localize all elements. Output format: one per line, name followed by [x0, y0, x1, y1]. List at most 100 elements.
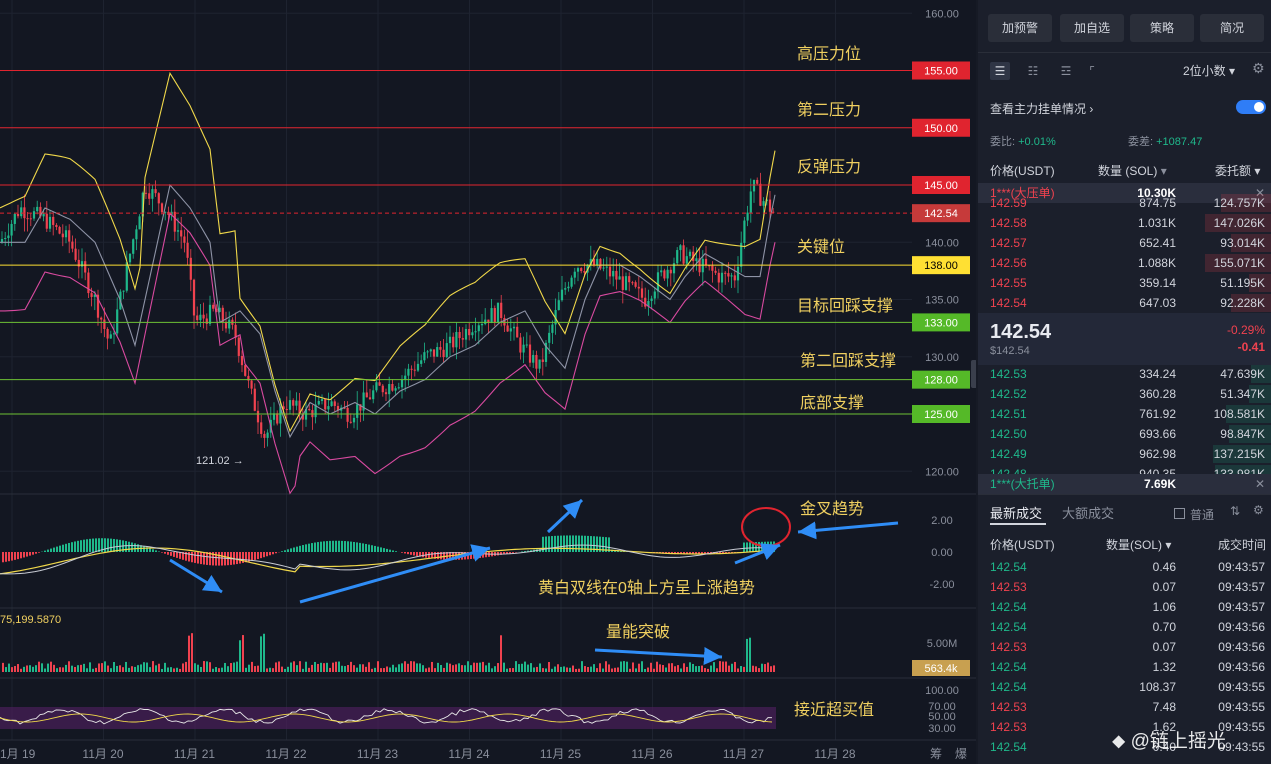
macd-bar [716, 552, 718, 554]
tab-large-trades[interactable]: 大额成交 [1062, 506, 1115, 521]
volume-bar [104, 661, 106, 672]
macd-bar [413, 552, 415, 556]
diamond-logo-icon: ⬥ [1112, 731, 1126, 752]
price: 142.54 [990, 680, 1027, 694]
settings-icon[interactable]: ⚙ [1253, 503, 1264, 517]
trade-row[interactable]: 142.53 7.48 09:43:55 [978, 697, 1271, 717]
layout-bids-icon[interactable]: ☷ [1027, 64, 1039, 78]
tab-latest-trades[interactable]: 最新成交 [990, 506, 1043, 521]
candle-body [154, 189, 157, 194]
macd-bar [383, 548, 385, 552]
price: 142.59 [990, 196, 1027, 210]
candle-body [288, 400, 292, 410]
macd-bar [269, 552, 271, 556]
macd-bar [569, 535, 571, 552]
bid-row[interactable]: 142.52 360.28 51.347K [978, 384, 1271, 404]
macd-bar [395, 551, 397, 552]
add-watchlist-button[interactable]: 加自选 [1060, 14, 1124, 42]
macd-bar [164, 552, 166, 554]
macd-bar [56, 546, 58, 552]
trade-row[interactable]: 142.54 0.46 09:43:57 [978, 557, 1271, 577]
normal-checkbox[interactable] [1174, 508, 1185, 519]
strategy-button[interactable]: 策略 [1130, 14, 1194, 42]
macd-bar [602, 536, 604, 552]
candle-body [205, 318, 208, 324]
main-orders-toggle[interactable] [1236, 100, 1266, 114]
volume-bar [425, 668, 427, 672]
candle-body [336, 405, 340, 411]
ask-row[interactable]: 142.57 652.41 93.014K [978, 233, 1271, 253]
candle-body [407, 368, 410, 376]
macd-bar [686, 552, 688, 555]
volume-bar [506, 668, 508, 672]
add-alert-button[interactable]: 加预警 [988, 14, 1052, 42]
trade-row[interactable]: 142.54 0.40 09:43:55 [978, 737, 1271, 757]
bid-row[interactable]: 142.50 693.66 98.847K [978, 424, 1271, 444]
volume-bar [416, 663, 418, 672]
col-qty[interactable]: 数量 (SOL) ▾ [1098, 162, 1167, 179]
settings-icon[interactable]: ⚙ [1252, 60, 1265, 76]
candle-body [279, 406, 282, 424]
bid-row[interactable]: 142.49 962.98 137.215K [978, 444, 1271, 464]
candle-body [464, 328, 468, 340]
macd-bar [182, 552, 184, 560]
macd-bar [62, 544, 64, 552]
volume-bar [56, 668, 58, 672]
layout-both-icon[interactable]: ☰ [990, 62, 1010, 80]
ask-row[interactable]: 142.55 359.14 51.195K [978, 273, 1271, 293]
candle-body [426, 351, 429, 353]
volume-bar [563, 666, 565, 672]
price: 142.54 [990, 620, 1027, 634]
decimals-value: 2位小数 [1183, 64, 1226, 78]
chart-canvas[interactable]: 160.00 140.00 135.00 130.00 120.00 155.00 高压力位… [0, 0, 976, 764]
volume-bar [182, 663, 184, 672]
overview-button[interactable]: 简况 [1200, 14, 1264, 42]
trade-row[interactable]: 142.54 1.06 09:43:57 [978, 597, 1271, 617]
layout-asks-icon[interactable]: ☲ [1060, 64, 1072, 78]
ask-row[interactable]: 142.58 1.031K 147.026K [978, 213, 1271, 233]
macd-bar [371, 545, 373, 552]
volume-bar [620, 661, 622, 672]
trade-row[interactable]: 142.53 0.07 09:43:56 [978, 637, 1271, 657]
trade-row[interactable]: 142.54 108.37 09:43:55 [978, 677, 1271, 697]
volume-bar [422, 665, 424, 672]
main-orders-link[interactable]: 查看主力挂单情况 › [990, 100, 1093, 117]
bid-row[interactable]: 142.53 334.24 47.639K [978, 364, 1271, 384]
big-bid-row[interactable]: 1***(大托单) 7.69K ✕ [978, 474, 1271, 494]
filter-icon[interactable]: ⇅ [1230, 504, 1241, 518]
watermark-text: @链上摇光 [1130, 731, 1226, 752]
macd-bar [245, 552, 247, 563]
ask-row[interactable]: 142.56 1.088K 155.071K [978, 253, 1271, 273]
volume-bar [323, 663, 325, 672]
volume-bar [740, 666, 742, 672]
trade-row[interactable]: 142.54 1.32 09:43:56 [978, 657, 1271, 677]
ask-row[interactable]: 142.59 874.75 124.757K [978, 193, 1271, 213]
volume-bar [296, 665, 298, 672]
macd-bar [266, 552, 268, 557]
trade-row[interactable]: 142.53 1.62 09:43:55 [978, 717, 1271, 737]
candle-body [592, 258, 596, 266]
volume-bar [479, 662, 481, 672]
volume-bar [437, 662, 439, 672]
macd-bar [143, 546, 145, 552]
macd-bar [86, 539, 88, 552]
candle-body [352, 417, 356, 423]
trade-row[interactable]: 142.53 0.07 09:43:57 [978, 577, 1271, 597]
candle-body [96, 294, 100, 318]
trade-row[interactable]: 142.54 0.70 09:43:56 [978, 617, 1271, 637]
candle-body [324, 399, 327, 410]
trade-col-qty[interactable]: 数量(SOL) ▾ [1106, 536, 1171, 553]
big-ask-row[interactable]: 1***(大压单) 10.30K ✕ [978, 183, 1271, 203]
close-icon[interactable]: ✕ [1254, 186, 1265, 200]
bid-row[interactable]: 142.51 761.92 108.581K [978, 404, 1271, 424]
price-chart[interactable]: 160.00 140.00 135.00 130.00 120.00 155.00 高压力位… [0, 0, 976, 764]
expand-icon[interactable]: ⌜ [1089, 64, 1095, 78]
macd-bar [293, 547, 295, 552]
decimals-select[interactable]: 2位小数 ▾ [1183, 62, 1235, 79]
candle-body [58, 226, 61, 234]
ask-row[interactable]: 142.54 647.03 92.228K [978, 293, 1271, 313]
depth-bar [1229, 425, 1271, 443]
col-amount[interactable]: 委托额 ▾ [1215, 162, 1260, 179]
close-icon[interactable]: ✕ [1254, 477, 1265, 491]
macd-bar [218, 552, 220, 566]
